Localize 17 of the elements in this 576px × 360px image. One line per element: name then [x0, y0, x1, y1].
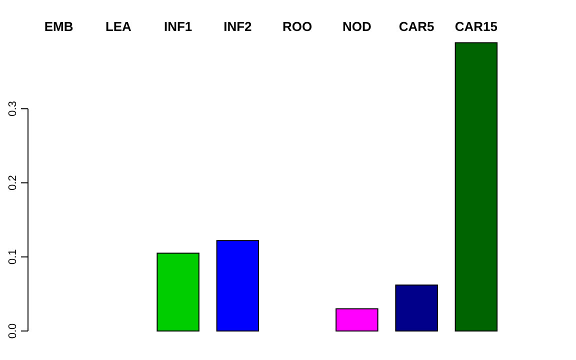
x-tick-label: INF2: [224, 19, 252, 34]
x-tick-label: EMB: [44, 19, 74, 34]
y-tick-label: 0.1: [7, 249, 19, 265]
y-tick-label: 0.0: [7, 323, 19, 339]
bar: [395, 284, 438, 332]
x-tick-label: CAR5: [398, 19, 434, 34]
bar: [156, 252, 200, 332]
x-tick-label: CAR15: [454, 19, 498, 34]
y-tick-label: 0.2: [7, 175, 19, 190]
x-tick-label: NOD: [342, 19, 372, 34]
x-tick-label: INF1: [164, 19, 192, 34]
y-tick-label: 0.3: [7, 101, 19, 116]
bar: [216, 240, 260, 332]
bar: [336, 308, 378, 332]
bar: [454, 42, 498, 332]
x-tick-label: ROO: [282, 19, 312, 34]
x-tick-label: LEA: [105, 19, 132, 34]
